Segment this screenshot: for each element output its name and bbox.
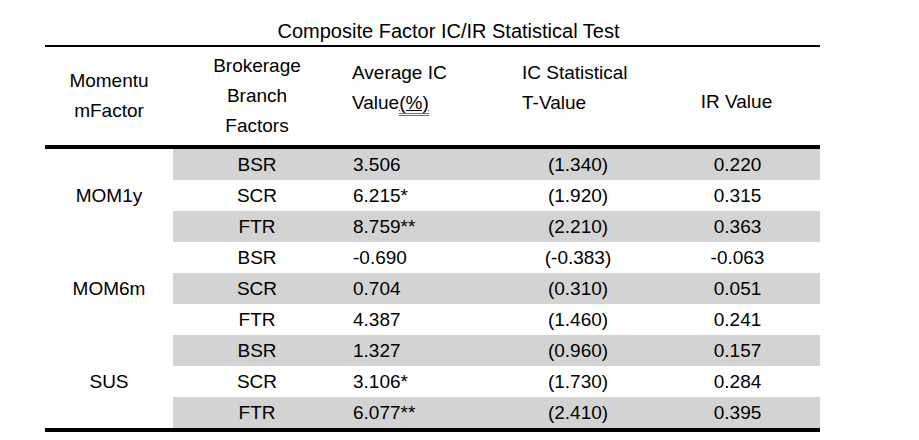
ir-value-cell: 0.241 — [671, 304, 820, 335]
header-t-value-line2: T-Value — [522, 88, 671, 118]
header-momentum-line1: Momentu — [45, 66, 173, 96]
header-momentum-line2: mFactor — [45, 96, 173, 126]
ir-value-cell: 0.395 — [671, 397, 820, 428]
table-row: BSR 1.327 (0.960) 0.157 — [45, 335, 820, 366]
avg-ic-cell: 3.106* — [341, 366, 511, 397]
table-row: BSR 3.506 (1.340) 0.220 — [45, 149, 820, 180]
table-row: SUS SCR 3.106* (1.730) 0.284 — [45, 366, 820, 397]
table-row: FTR 8.759** (2.210) 0.363 — [45, 211, 820, 242]
table-title: Composite Factor IC/IR Statistical Test — [45, 20, 820, 47]
table-row: FTR 6.077** (2.410) 0.395 — [45, 397, 820, 428]
header-brokerage-branch-factors: Brokerage Branch Factors — [173, 47, 341, 145]
branch-cell: BSR — [173, 149, 341, 180]
factor-cell — [45, 397, 173, 428]
t-value-cell: (0.960) — [511, 335, 671, 366]
factor-cell — [45, 211, 173, 242]
branch-cell: FTR — [173, 397, 341, 428]
table-row: FTR 4.387 (1.460) 0.241 — [45, 304, 820, 335]
factor-cell — [45, 335, 173, 366]
factor-cell: MOM6m — [45, 273, 173, 304]
t-value-cell: (2.210) — [511, 211, 671, 242]
avg-ic-cell: 6.215* — [341, 180, 511, 211]
header-ic-statistical-t-value: IC Statistical T-Value — [511, 47, 671, 145]
t-value-cell: (2.410) — [511, 397, 671, 428]
header-average-ic-value: Average IC Value(%) — [341, 47, 511, 145]
factor-cell — [45, 304, 173, 335]
branch-cell: BSR — [173, 335, 341, 366]
header-brokerage-line2: Branch — [173, 81, 341, 111]
branch-cell: SCR — [173, 180, 341, 211]
branch-cell: FTR — [173, 304, 341, 335]
t-value-cell: (-0.383) — [511, 242, 671, 273]
table-row: MOM1y SCR 6.215* (1.920) 0.315 — [45, 180, 820, 211]
header-momentum-factor: Momentu mFactor — [45, 47, 173, 145]
header-percent-marked-text: (%) — [399, 92, 429, 116]
ir-value-cell: 0.051 — [671, 273, 820, 304]
ir-value-cell: 0.220 — [671, 149, 820, 180]
ir-value-cell: 0.157 — [671, 335, 820, 366]
header-brokerage-line1: Brokerage — [173, 51, 341, 81]
table-body: BSR 3.506 (1.340) 0.220 MOM1y SCR 6.215*… — [45, 149, 820, 432]
header-ir-value: IR Value — [671, 47, 820, 145]
branch-cell: SCR — [173, 273, 341, 304]
t-value-cell: (1.340) — [511, 149, 671, 180]
t-value-cell: (1.460) — [511, 304, 671, 335]
t-value-cell: (1.920) — [511, 180, 671, 211]
avg-ic-cell: 8.759** — [341, 211, 511, 242]
avg-ic-cell: 1.327 — [341, 335, 511, 366]
ir-value-cell: 0.363 — [671, 211, 820, 242]
avg-ic-cell: 3.506 — [341, 149, 511, 180]
branch-cell: BSR — [173, 242, 341, 273]
factor-cell: MOM1y — [45, 180, 173, 211]
ir-value-cell: 0.315 — [671, 180, 820, 211]
ir-value-cell: -0.063 — [671, 242, 820, 273]
avg-ic-cell: 6.077** — [341, 397, 511, 428]
header-average-ic-line2: Value(%) — [352, 88, 511, 118]
t-value-cell: (0.310) — [511, 273, 671, 304]
table-row: MOM6m SCR 0.704 (0.310) 0.051 — [45, 273, 820, 304]
table-title-text: Composite Factor IC/IR Statistical Test — [278, 20, 620, 42]
header-average-ic-line1: Average IC — [352, 58, 511, 88]
branch-cell: SCR — [173, 366, 341, 397]
table-header-row: Momentu mFactor Brokerage Branch Factors… — [45, 47, 820, 149]
table-row: BSR -0.690 (-0.383) -0.063 — [45, 242, 820, 273]
document-page: Composite Factor IC/IR Statistical Test … — [0, 0, 919, 440]
header-t-value-line1: IC Statistical — [522, 58, 671, 88]
t-value-cell: (1.730) — [511, 366, 671, 397]
header-brokerage-line3: Factors — [173, 111, 341, 141]
branch-cell: FTR — [173, 211, 341, 242]
avg-ic-cell: 4.387 — [341, 304, 511, 335]
avg-ic-cell: 0.704 — [341, 273, 511, 304]
factor-cell — [45, 242, 173, 273]
factor-cell — [45, 149, 173, 180]
statistical-test-table: Composite Factor IC/IR Statistical Test … — [45, 20, 820, 432]
avg-ic-cell: -0.690 — [341, 242, 511, 273]
factor-cell: SUS — [45, 366, 173, 397]
ir-value-cell: 0.284 — [671, 366, 820, 397]
header-value-label: Value — [352, 92, 399, 113]
